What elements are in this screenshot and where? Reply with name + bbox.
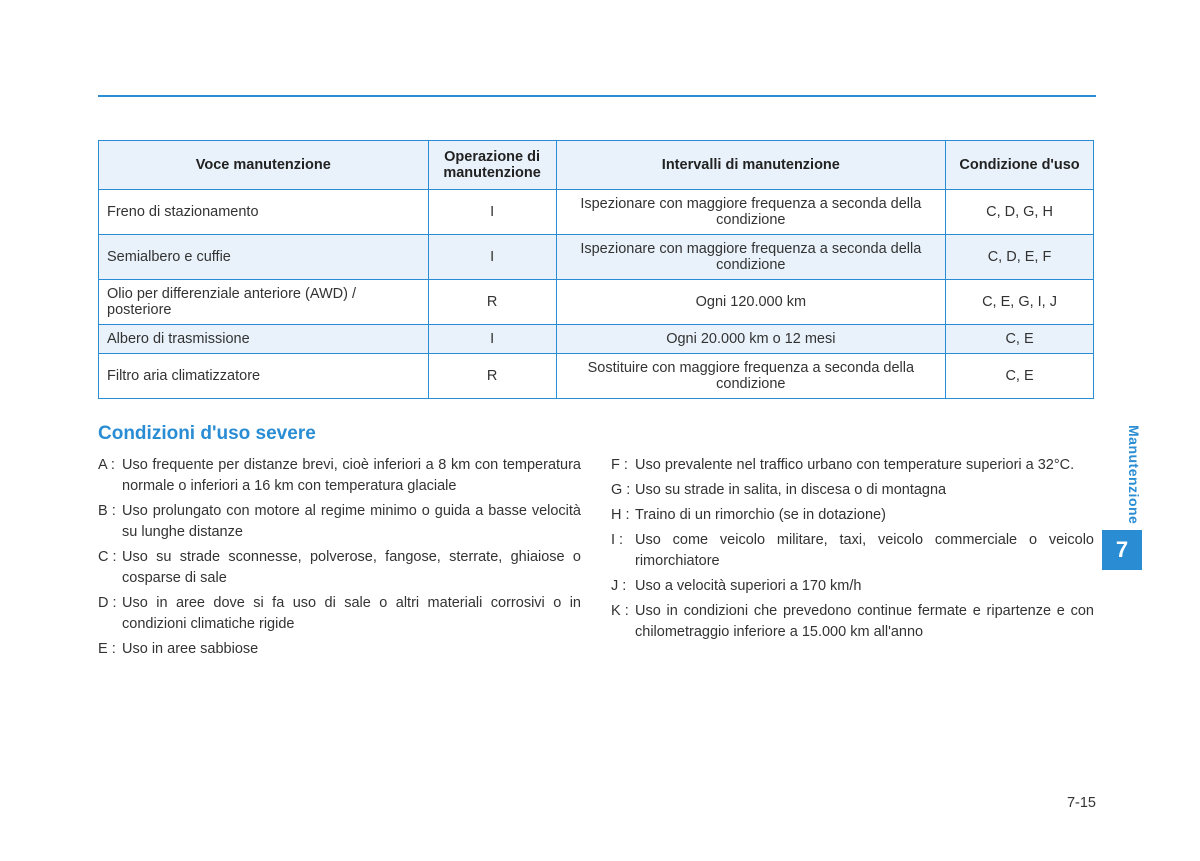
- top-rule: [98, 95, 1096, 97]
- condition-item: F :Uso prevalente nel traffico urbano co…: [611, 455, 1094, 476]
- condition-item: G :Uso su strade in salita, in discesa o…: [611, 480, 1094, 501]
- condition-key: B :: [98, 501, 122, 543]
- side-tab-number: 7: [1102, 530, 1142, 570]
- condition-desc: Uso a velocità superiori a 170 km/h: [635, 576, 1094, 597]
- condition-desc: Traino di un rimorchio (se in dotazione): [635, 505, 1094, 526]
- condition-item: I :Uso come veicolo militare, taxi, veic…: [611, 530, 1094, 572]
- cell-interval: Ispezionare con maggiore frequenza a sec…: [556, 235, 946, 280]
- condition-item: H :Traino di un rimorchio (se in dotazio…: [611, 505, 1094, 526]
- condition-desc: Uso in aree sabbiose: [122, 639, 581, 660]
- condition-key: H :: [611, 505, 635, 526]
- side-tab-label: Manutenzione: [1102, 425, 1142, 524]
- th-interval: Intervalli di manutenzione: [556, 141, 946, 190]
- condition-item: C :Uso su strade sconnesse, polverose, f…: [98, 547, 581, 589]
- cell-item: Freno di stazionamento: [99, 190, 429, 235]
- table-row: Semialbero e cuffie I Ispezionare con ma…: [99, 235, 1094, 280]
- condition-item: D :Uso in aree dove si fa uso di sale o …: [98, 593, 581, 635]
- condition-key: K :: [611, 601, 635, 643]
- cell-op: I: [428, 235, 556, 280]
- page-content: Voce manutenzione Operazione di manutenz…: [98, 140, 1094, 664]
- condition-desc: Uso su strade in salita, in discesa o di…: [635, 480, 1094, 501]
- cell-cond: C, D, G, H: [946, 190, 1094, 235]
- table-row: Filtro aria climatizzatore R Sostituire …: [99, 354, 1094, 399]
- cell-item: Filtro aria climatizzatore: [99, 354, 429, 399]
- conditions-right: F :Uso prevalente nel traffico urbano co…: [611, 455, 1094, 664]
- side-tab: Manutenzione 7: [1102, 425, 1142, 570]
- condition-key: A :: [98, 455, 122, 497]
- cell-cond: C, E: [946, 325, 1094, 354]
- cell-interval: Sostituire con maggiore frequenza a seco…: [556, 354, 946, 399]
- condition-item: A :Uso frequente per distanze brevi, cio…: [98, 455, 581, 497]
- condition-key: G :: [611, 480, 635, 501]
- maintenance-table: Voce manutenzione Operazione di manutenz…: [98, 140, 1094, 399]
- condition-item: K :Uso in condizioni che prevedono conti…: [611, 601, 1094, 643]
- condition-key: F :: [611, 455, 635, 476]
- condition-desc: Uso prevalente nel traffico urbano con t…: [635, 455, 1094, 476]
- condition-desc: Uso frequente per distanze brevi, cioè i…: [122, 455, 581, 497]
- condition-item: E :Uso in aree sabbiose: [98, 639, 581, 660]
- condition-item: J :Uso a velocità superiori a 170 km/h: [611, 576, 1094, 597]
- condition-key: C :: [98, 547, 122, 589]
- cell-op: I: [428, 190, 556, 235]
- condition-key: J :: [611, 576, 635, 597]
- cell-cond: C, E, G, I, J: [946, 280, 1094, 325]
- cell-item: Olio per differenziale anteriore (AWD) /…: [99, 280, 429, 325]
- cell-cond: C, E: [946, 354, 1094, 399]
- condition-key: I :: [611, 530, 635, 572]
- table-row: Freno di stazionamento I Ispezionare con…: [99, 190, 1094, 235]
- cell-item: Albero di trasmissione: [99, 325, 429, 354]
- cell-op: R: [428, 354, 556, 399]
- condition-desc: Uso prolungato con motore al regime mini…: [122, 501, 581, 543]
- condition-desc: Uso in condizioni che prevedono continue…: [635, 601, 1094, 643]
- page-number: 7-15: [1067, 795, 1096, 811]
- condition-desc: Uso in aree dove si fa uso di sale o alt…: [122, 593, 581, 635]
- cell-cond: C, D, E, F: [946, 235, 1094, 280]
- condition-key: E :: [98, 639, 122, 660]
- cell-interval: Ogni 120.000 km: [556, 280, 946, 325]
- condition-desc: Uso come veicolo militare, taxi, veicolo…: [635, 530, 1094, 572]
- conditions-block: A :Uso frequente per distanze brevi, cio…: [98, 455, 1094, 664]
- th-operation: Operazione di manutenzione: [428, 141, 556, 190]
- th-condition: Condizione d'uso: [946, 141, 1094, 190]
- condition-key: D :: [98, 593, 122, 635]
- cell-op: R: [428, 280, 556, 325]
- cell-interval: Ispezionare con maggiore frequenza a sec…: [556, 190, 946, 235]
- table-row: Olio per differenziale anteriore (AWD) /…: [99, 280, 1094, 325]
- table-row: Albero di trasmissione I Ogni 20.000 km …: [99, 325, 1094, 354]
- cell-interval: Ogni 20.000 km o 12 mesi: [556, 325, 946, 354]
- th-item: Voce manutenzione: [99, 141, 429, 190]
- condition-desc: Uso su strade sconnesse, polverose, fang…: [122, 547, 581, 589]
- condition-item: B :Uso prolungato con motore al regime m…: [98, 501, 581, 543]
- cell-op: I: [428, 325, 556, 354]
- conditions-left: A :Uso frequente per distanze brevi, cio…: [98, 455, 581, 664]
- section-heading: Condizioni d'uso severe: [98, 423, 1094, 445]
- cell-item: Semialbero e cuffie: [99, 235, 429, 280]
